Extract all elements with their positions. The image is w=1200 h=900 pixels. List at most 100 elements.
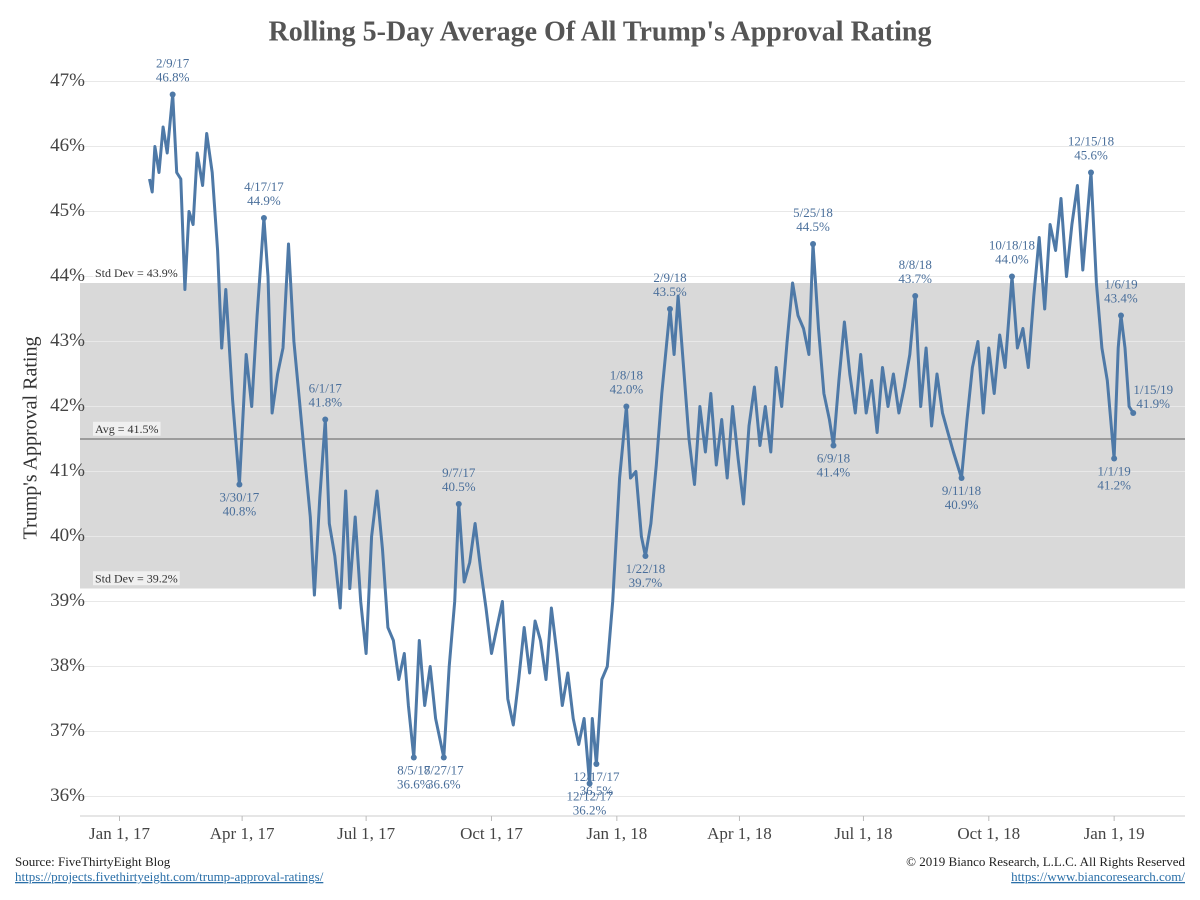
annotation-date: 10/18/18 [989, 237, 1035, 252]
x-tick-label: Jan 1, 18 [586, 824, 647, 843]
annotation-value: 44.5% [796, 219, 830, 234]
reference-label-text: Avg = 41.5% [95, 422, 159, 436]
annotation-date: 9/11/18 [942, 483, 981, 498]
annotation-value: 44.9% [247, 193, 281, 208]
annotation-date: 1/8/18 [610, 367, 643, 382]
annotation-value: 46.8% [156, 69, 190, 84]
annotation-value: 42.0% [610, 381, 644, 396]
annotation-date: 4/17/17 [244, 179, 284, 194]
annotation-date: 3/30/17 [220, 489, 260, 504]
annotation-marker [1117, 312, 1124, 319]
annotation-marker [455, 501, 462, 507]
annotation-marker [912, 293, 919, 299]
copyright-link[interactable]: https://www.biancoresearch.com/ [1011, 869, 1185, 884]
annotation-marker [593, 761, 600, 767]
annotation-marker [1111, 455, 1118, 462]
annotation-value: 43.4% [1104, 290, 1138, 305]
annotation-value: 41.2% [1097, 477, 1131, 492]
x-tick-label: Oct 1, 17 [460, 824, 523, 843]
annotation-value: 41.9% [1136, 396, 1170, 411]
y-tick-label: 45% [50, 200, 85, 221]
annotation-marker [666, 306, 673, 312]
annotation-date: 8/27/17 [424, 762, 464, 777]
annotation-date: 9/7/17 [442, 465, 476, 480]
source: Source: FiveThirtyEight Blog [15, 854, 171, 869]
y-tick-label: 43% [50, 330, 85, 351]
annotation-marker [260, 215, 267, 221]
annotation-date: 5/25/18 [793, 205, 833, 220]
annotation-value: 41.4% [817, 464, 851, 479]
annotation-date: 1/6/19 [1104, 276, 1137, 291]
x-tick-label: Jul 1, 18 [834, 824, 892, 843]
annotation-marker [642, 553, 649, 559]
x-tick-label: Jul 1, 17 [337, 824, 396, 843]
reference-label-text: Std Dev = 39.2% [95, 571, 178, 585]
annotation-date: 12/17/17 [573, 769, 620, 784]
annotation-value: 43.7% [898, 271, 932, 286]
series-line [148, 93, 1135, 785]
annotation-marker [440, 754, 447, 761]
annotation-date: 8/5/17 [397, 762, 431, 777]
y-tick-label: 41% [50, 460, 85, 481]
y-tick-label: 36% [50, 785, 85, 806]
reference-label: Std Dev = 43.9% [93, 265, 180, 280]
annotation-value: 45.6% [1074, 147, 1108, 162]
x-tick-label: Jan 1, 19 [1084, 824, 1145, 843]
annotation-value: 36.6% [427, 776, 461, 791]
x-tick-label: Jan 1, 17 [89, 824, 150, 843]
annotation-date: 1/15/19 [1133, 382, 1173, 397]
chart-title: Rolling 5-Day Average Of All Trump's App… [269, 16, 932, 47]
x-tick-label: Apr 1, 18 [707, 824, 772, 843]
annotation-marker [830, 442, 837, 449]
x-tick-label: Apr 1, 17 [210, 824, 275, 843]
annotation-value: 36.5% [580, 783, 614, 798]
y-tick-label: 47% [50, 70, 85, 91]
x-tick-label: Oct 1, 18 [957, 824, 1020, 843]
reference-label: Std Dev = 39.2% [93, 571, 180, 586]
reference-label-bg [93, 265, 180, 280]
annotation-value: 39.7% [629, 575, 663, 590]
annotation-marker [1130, 410, 1137, 416]
annotation-marker [410, 754, 417, 761]
annotation-value: 41.8% [308, 394, 342, 409]
y-tick-label: 46% [50, 135, 85, 156]
annotation-value: 40.5% [442, 479, 476, 494]
reference-label-bg [93, 571, 180, 586]
annotation-value: 43.5% [653, 284, 687, 299]
annotation-marker [236, 481, 243, 488]
reference-label: Avg = 41.5% [93, 421, 161, 436]
annotation-date: 1/22/18 [626, 561, 666, 576]
annotation-date: 12/15/18 [1068, 133, 1114, 148]
annotation-marker [810, 241, 817, 247]
source-url[interactable]: https://projects.fivethirtyeight.com/tru… [15, 869, 324, 884]
y-tick-label: 44% [50, 265, 85, 286]
copyright: © 2019 Bianco Research, L.L.C. All Right… [906, 854, 1185, 869]
annotation-marker [169, 91, 176, 98]
annotation-value: 40.8% [223, 503, 257, 518]
annotation-date: 12/12/17 [566, 788, 613, 803]
reference-label-text: Std Dev = 43.9% [95, 266, 178, 280]
source-link[interactable]: https://projects.fivethirtyeight.com/tru… [15, 869, 324, 884]
annotation-date: 2/9/18 [653, 270, 686, 285]
annotation-value: 36.2% [573, 802, 607, 817]
std-dev-band [80, 283, 1185, 589]
reference-label-bg [93, 421, 161, 436]
y-tick-label: 38% [50, 655, 85, 676]
y-axis-title: Trump's Approval Rating [20, 337, 42, 540]
annotation-marker [586, 780, 593, 787]
annotation-marker [322, 416, 329, 423]
annotation-date: 6/9/18 [817, 450, 850, 465]
annotation-value: 44.0% [995, 251, 1029, 266]
annotation-value: 36.6% [397, 776, 431, 791]
annotation-date: 8/8/18 [899, 257, 932, 272]
annotation-marker [623, 403, 630, 410]
annotation-date: 1/1/19 [1098, 463, 1131, 478]
annotation-marker [1087, 169, 1094, 176]
annotation-marker [1008, 273, 1015, 280]
copyright-url[interactable]: https://www.biancoresearch.com/ [1011, 869, 1185, 884]
y-tick-label: 37% [50, 720, 85, 741]
annotation-marker [958, 475, 965, 481]
y-tick-label: 42% [50, 395, 85, 416]
y-tick-label: 40% [50, 525, 85, 546]
